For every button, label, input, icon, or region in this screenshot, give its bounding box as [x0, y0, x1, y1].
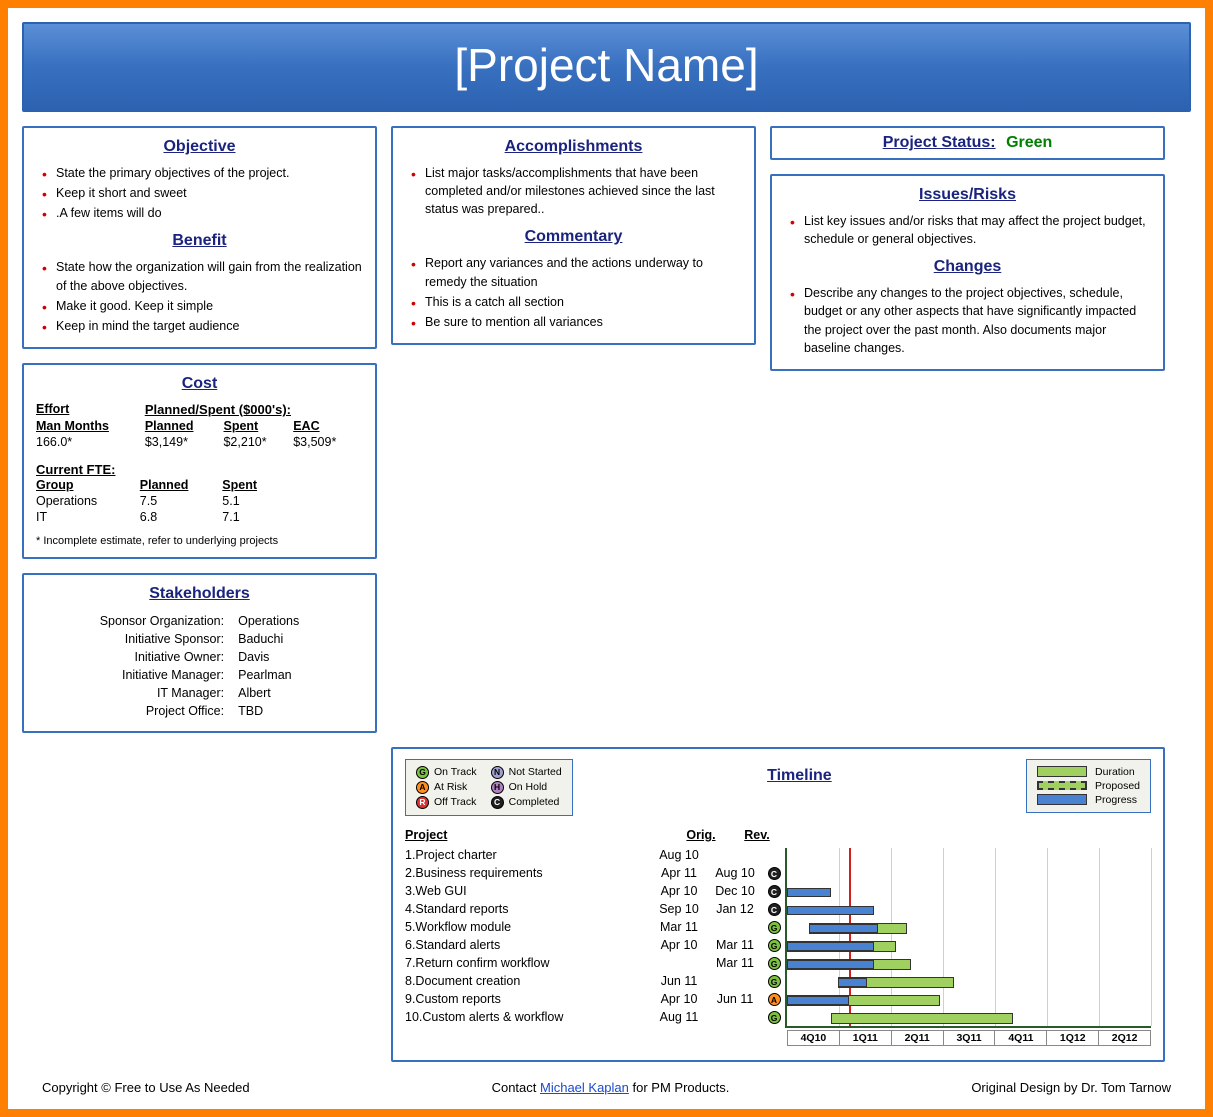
cost-headers: Man MonthsPlannedSpentEAC: [36, 418, 363, 434]
fte-body: Operations7.55.1IT6.87.1: [36, 493, 281, 525]
stakeholders-table: Sponsor Organization:OperationsInitiativ…: [92, 611, 308, 721]
list-item: Keep in mind the target audience: [42, 317, 363, 335]
project-title: [Project Name]: [24, 38, 1189, 92]
footer: Copyright © Free to Use As Needed Contac…: [22, 1080, 1191, 1095]
list-item: Make it good. Keep it simple: [42, 297, 363, 315]
benefit-list: State how the organization will gain fro…: [36, 258, 363, 335]
page: [Project Name] Objective State the prima…: [8, 8, 1205, 1109]
timeline-title: Timeline: [593, 759, 1006, 785]
timeline-bar-legend: DurationProposedProgress: [1026, 759, 1151, 813]
benefit-title: Benefit: [36, 232, 363, 250]
list-item: State the primary objectives of the proj…: [42, 164, 363, 182]
cost-effort-label: Effort: [36, 401, 145, 418]
commentary-title: Commentary: [405, 228, 742, 246]
timeline-rows: 1.Project charterAug 102.Business requir…: [405, 846, 785, 1026]
timeline-body: Project Orig. Rev. 1.Project charterAug …: [405, 828, 1151, 1028]
changes-title: Changes: [784, 258, 1151, 276]
footer-right: Original Design by Dr. Tom Tarnow: [971, 1080, 1171, 1095]
footer-mid: Contact Michael Kaplan for PM Products.: [492, 1080, 730, 1095]
timeline-row: 8.Document creationJun 11G: [405, 972, 785, 990]
objective-list: State the primary objectives of the proj…: [36, 164, 363, 222]
tl-head-orig: Orig.: [673, 828, 729, 842]
timeline-list-head: Project Orig. Rev.: [405, 828, 785, 842]
timeline-row: 10.Custom alerts & workflowAug 11G: [405, 1008, 785, 1026]
status-label: Project Status:: [883, 134, 996, 151]
timeline-row: 6.Standard alertsApr 10Mar 11G: [405, 936, 785, 954]
timeline-status-legend: GOn TrackNNot StartedAAt RiskHOn HoldROf…: [405, 759, 573, 816]
list-item: Be sure to mention all variances: [411, 313, 742, 331]
status-value: Green: [1006, 134, 1052, 151]
content-grid: Objective State the primary objectives o…: [22, 126, 1191, 1062]
list-item: State how the organization will gain fro…: [42, 258, 363, 294]
list-item: Describe any changes to the project obje…: [790, 284, 1151, 357]
accomplishments-list: List major tasks/accomplishments that ha…: [405, 164, 742, 218]
accomplishments-title: Accomplishments: [405, 138, 742, 156]
list-item: List major tasks/accomplishments that ha…: [411, 164, 742, 218]
cost-note: * Incomplete estimate, refer to underlyi…: [36, 535, 363, 547]
status-card: Project Status: Green: [770, 126, 1165, 160]
timeline-chart: 4Q101Q112Q113Q114Q111Q122Q12: [785, 848, 1151, 1028]
timeline-row: 9.Custom reportsApr 10Jun 11A: [405, 990, 785, 1008]
issues-title: Issues/Risks: [784, 186, 1151, 204]
timeline-axis: 4Q101Q112Q113Q114Q111Q122Q12: [787, 1030, 1151, 1046]
contact-link[interactable]: Michael Kaplan: [540, 1080, 629, 1095]
cost-card: Cost Effort Planned/Spent ($000's): Man …: [22, 363, 377, 559]
cost-effort-table: Effort Planned/Spent ($000's): Man Month…: [36, 401, 363, 450]
list-item: List key issues and/or risks that may af…: [790, 212, 1151, 248]
cost-planned-spent-label: Planned/Spent ($000's):: [145, 402, 291, 417]
timeline-row: 1.Project charterAug 10: [405, 846, 785, 864]
stakeholders-title: Stakeholders: [36, 585, 363, 603]
timeline-row: 7.Return confirm workflowMar 11G: [405, 954, 785, 972]
timeline-row: 5.Workflow moduleMar 11G: [405, 918, 785, 936]
issues-list: List key issues and/or risks that may af…: [784, 212, 1151, 248]
cost-fte-table: GroupPlannedSpent Operations7.55.1IT6.87…: [36, 477, 281, 525]
objective-card: Objective State the primary objectives o…: [22, 126, 377, 349]
cost-values: 166.0*$3,149*$2,210*$3,509*: [36, 434, 363, 450]
list-item: .A few items will do: [42, 204, 363, 222]
tl-head-project: Project: [405, 828, 673, 842]
list-item: Keep it short and sweet: [42, 184, 363, 202]
timeline-card: GOn TrackNNot StartedAAt RiskHOn HoldROf…: [391, 747, 1165, 1062]
commentary-list: Report any variances and the actions und…: [405, 254, 742, 331]
timeline-row: 2.Business requirementsApr 11Aug 10C: [405, 864, 785, 882]
header-banner: [Project Name]: [22, 22, 1191, 112]
stakeholders-card: Stakeholders Sponsor Organization:Operat…: [22, 573, 377, 733]
footer-left: Copyright © Free to Use As Needed: [42, 1080, 250, 1095]
list-item: This is a catch all section: [411, 293, 742, 311]
column-left: Objective State the primary objectives o…: [22, 126, 377, 733]
changes-list: Describe any changes to the project obje…: [784, 284, 1151, 357]
column-mid: Accomplishments List major tasks/accompl…: [391, 126, 756, 345]
timeline-list: Project Orig. Rev. 1.Project charterAug …: [405, 828, 785, 1028]
objective-title: Objective: [36, 138, 363, 156]
fte-headers: GroupPlannedSpent: [36, 477, 281, 493]
cost-title: Cost: [36, 375, 363, 393]
list-item: Report any variances and the actions und…: [411, 254, 742, 290]
tl-head-rev: Rev.: [729, 828, 785, 842]
accomplishments-card: Accomplishments List major tasks/accompl…: [391, 126, 756, 345]
timeline-header: GOn TrackNNot StartedAAt RiskHOn HoldROf…: [405, 759, 1151, 816]
column-right: Project Status: Green Issues/Risks List …: [770, 126, 1165, 371]
issues-card: Issues/Risks List key issues and/or risk…: [770, 174, 1165, 371]
cost-fte-label: Current FTE:: [36, 462, 363, 477]
timeline-row: 3.Web GUIApr 10Dec 10C: [405, 882, 785, 900]
timeline-row: 4.Standard reportsSep 10Jan 12C: [405, 900, 785, 918]
